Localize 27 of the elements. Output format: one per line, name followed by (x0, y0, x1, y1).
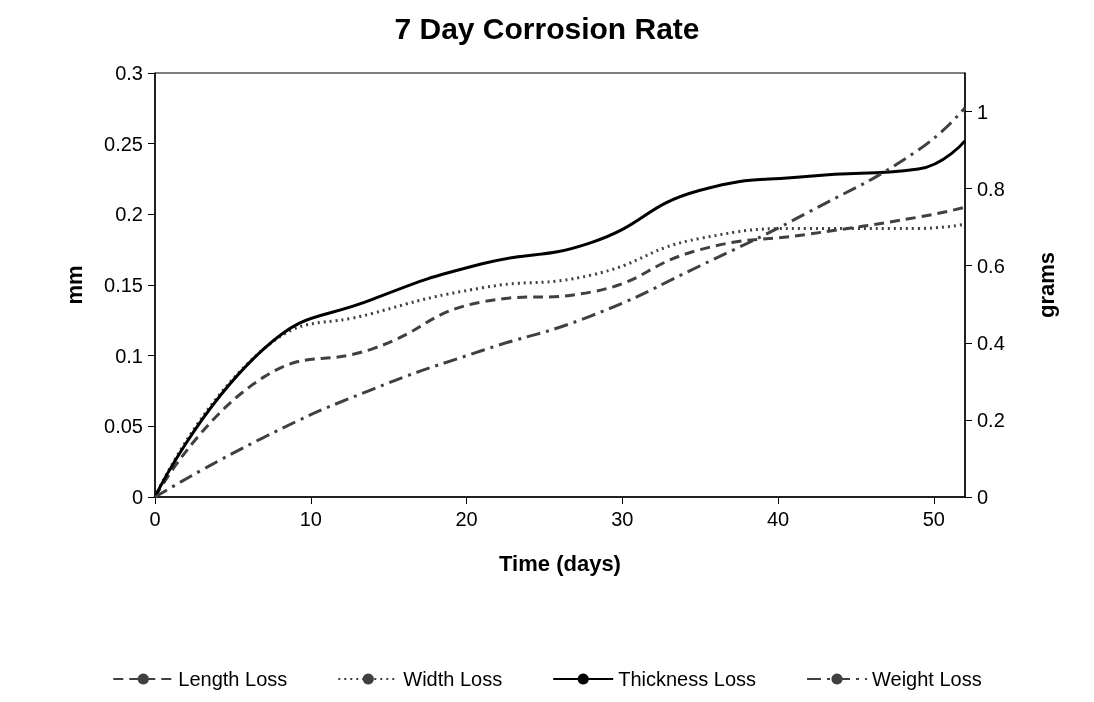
y-tick-label: 0 (131, 486, 143, 508)
x-tick-label: 40 (766, 508, 790, 530)
y-tick-label: 0.1 (115, 344, 143, 367)
x-tick-label: 20 (455, 508, 478, 530)
y-tick-label: 0.05 (104, 415, 143, 438)
y-tick-label: 0.3 (115, 62, 143, 84)
x-axis-title: Time (days) (499, 550, 621, 576)
y2-tick-label: 0.4 (977, 331, 1005, 354)
y2-axis-title: grams (1033, 251, 1059, 319)
chart-title: 7 Day Corrosion Rate (394, 11, 700, 45)
y-tick-label: 0.2 (115, 203, 143, 226)
x-tick-label: 50 (922, 508, 945, 530)
y-tick-label: 0.25 (104, 132, 143, 155)
legend-label: Width Loss (403, 668, 503, 690)
legend-label: Weight Loss (872, 668, 982, 690)
x-tick-label: 10 (299, 508, 322, 530)
y2-tick-label: 0.8 (977, 177, 1005, 200)
y2-tick-label: 0.2 (977, 408, 1005, 431)
x-tick-label: 30 (611, 508, 634, 530)
y-tick-label: 0.15 (104, 274, 143, 296)
y2-tick-label: 0.6 (977, 254, 1005, 277)
y-axis-title: mm (61, 265, 87, 305)
y2-tick-label: 1 (977, 100, 989, 123)
y2-tick-label: 0 (977, 486, 989, 508)
legend-label: Length Loss (178, 668, 288, 690)
x-tick-label: 0 (149, 508, 161, 530)
legend-label: Thickness Loss (618, 668, 757, 690)
